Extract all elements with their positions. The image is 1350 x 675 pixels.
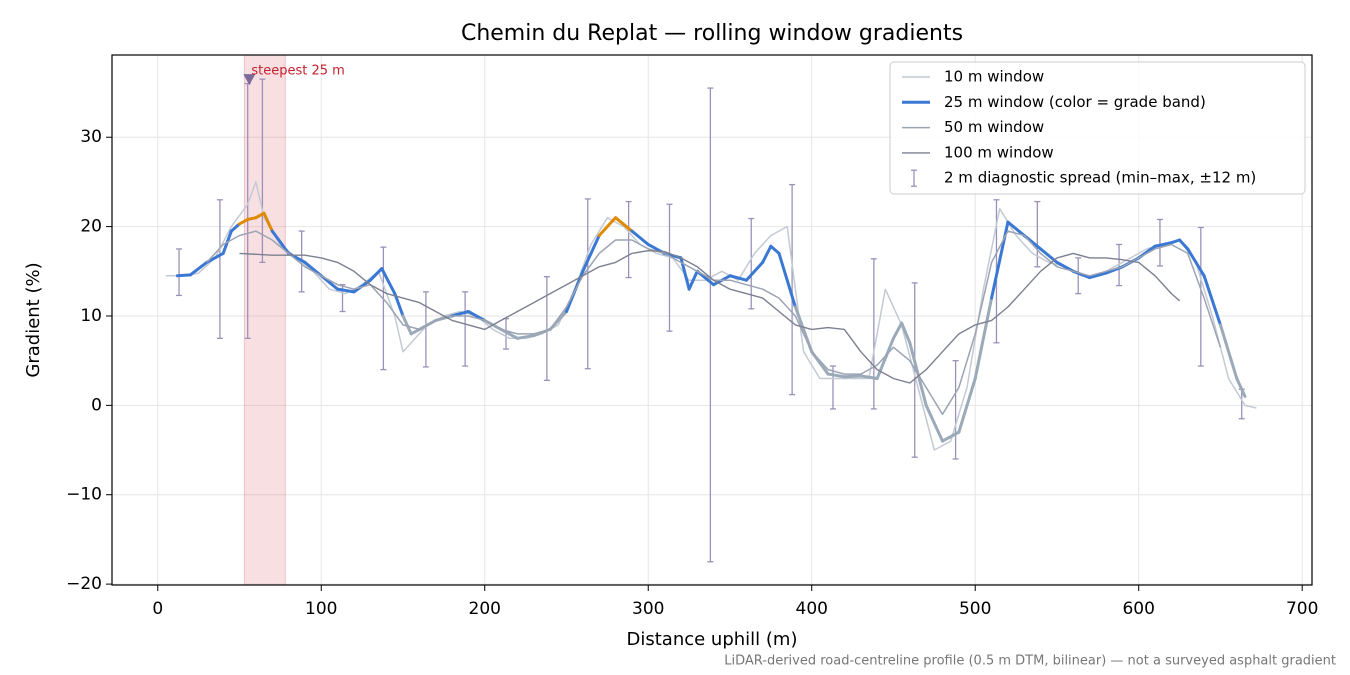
y-tick-label: 10: [80, 306, 102, 326]
x-tick-label: 0: [152, 599, 163, 619]
x-tick-label: 700: [1286, 599, 1318, 619]
line-segment: [336, 287, 356, 294]
line-segment: [859, 374, 879, 381]
line-segment: [1218, 323, 1239, 381]
line-segment: [744, 260, 765, 282]
plot-frame: [111, 54, 1313, 586]
line-segment: [393, 292, 405, 318]
error-bar: [707, 87, 714, 563]
footnote: LiDAR-derived road-centreline profile (0…: [724, 654, 1336, 669]
legend-label: 2 m diagnostic spread (min–max, ±12 m): [944, 169, 1256, 187]
line-segment: [1088, 271, 1108, 280]
line-segment: [1235, 377, 1247, 398]
legend-label: 10 m window: [944, 68, 1044, 86]
error-bar: [216, 199, 223, 339]
line-segment: [1153, 241, 1173, 248]
x-tick-label: 200: [469, 599, 501, 619]
y-tick-label: 0: [91, 395, 102, 415]
line-segment: [875, 336, 895, 381]
series-line: [239, 250, 1181, 384]
line-segment: [826, 372, 846, 379]
chart-title: Chemin du Replat — rolling window gradie…: [461, 21, 963, 46]
line-segment: [409, 327, 421, 336]
y-tick-label: 30: [80, 127, 102, 147]
line-segment: [229, 222, 242, 233]
line-segment: [941, 430, 961, 443]
error-bar: [748, 217, 755, 310]
line-segment: [450, 310, 470, 318]
error-bar: [584, 198, 591, 370]
line-segment: [973, 296, 994, 381]
line-segment: [188, 260, 209, 277]
line-segment: [687, 269, 699, 291]
y-axis-label: Gradient (%): [23, 262, 44, 377]
line-segment: [238, 217, 250, 226]
line-segment: [900, 321, 912, 345]
legend: 10 m window 25 m window (color = grade ba…: [889, 61, 1306, 195]
error-bar: [1197, 226, 1204, 367]
legend-box: [889, 61, 1306, 195]
line-segment: [957, 377, 977, 434]
line-segment: [515, 334, 536, 340]
line-segment: [769, 244, 781, 255]
steepest-marker: [243, 74, 256, 86]
line-segment: [270, 229, 291, 255]
error-bar: [1156, 218, 1163, 267]
line-segment: [205, 251, 225, 264]
line-segment: [891, 321, 904, 340]
line-segment: [581, 234, 601, 273]
error-bar: [1075, 257, 1082, 295]
series-line: [206, 230, 1222, 416]
line-segment: [597, 216, 618, 238]
line-segment: [614, 216, 634, 233]
legend-label: 100 m window: [944, 143, 1054, 161]
x-tick-label: 100: [305, 599, 337, 619]
legend-label: 50 m window: [944, 118, 1044, 136]
error-bar: [543, 276, 550, 381]
error-bar: [870, 258, 877, 410]
error-bar: [176, 248, 183, 297]
error-bar: [259, 78, 266, 264]
y-tick-label: −20: [66, 574, 102, 594]
line-segment: [761, 244, 773, 264]
error-bar: [789, 183, 796, 396]
line-segment: [380, 267, 397, 296]
y-tick-label: −10: [66, 485, 102, 505]
line-segment: [1186, 247, 1206, 278]
line-segment: [1178, 238, 1190, 251]
y-tick-label: 20: [80, 217, 102, 237]
line-segment: [1006, 220, 1026, 238]
line-segment: [368, 267, 384, 282]
line-segment: [1202, 274, 1222, 327]
error-bar: [462, 291, 469, 367]
line-segment: [924, 403, 945, 443]
steepest-label: steepest 25 m: [251, 64, 344, 79]
line-segment: [254, 211, 266, 220]
line-segment: [728, 274, 748, 282]
error-bar: [952, 360, 959, 460]
line-segment: [777, 251, 797, 309]
error-bar: [666, 203, 673, 332]
line-segment: [842, 374, 863, 379]
line-segment: [630, 229, 650, 246]
x-tick-label: 400: [796, 599, 828, 619]
error-bar: [1116, 243, 1123, 287]
x-tick-label: 600: [1122, 599, 1154, 619]
line-segment: [175, 273, 192, 278]
line-segment: [262, 211, 274, 233]
legend-label: 25 m window (color = grade band): [944, 93, 1206, 111]
x-tick-label: 300: [632, 599, 664, 619]
error-bar: [829, 365, 836, 410]
x-axis-label: Distance uphill (m): [627, 629, 798, 650]
highlight-region: [243, 54, 286, 586]
error-bar: [380, 246, 387, 371]
line-segment: [401, 314, 413, 336]
error-bar: [422, 291, 429, 368]
x-tick-label: 500: [959, 599, 991, 619]
